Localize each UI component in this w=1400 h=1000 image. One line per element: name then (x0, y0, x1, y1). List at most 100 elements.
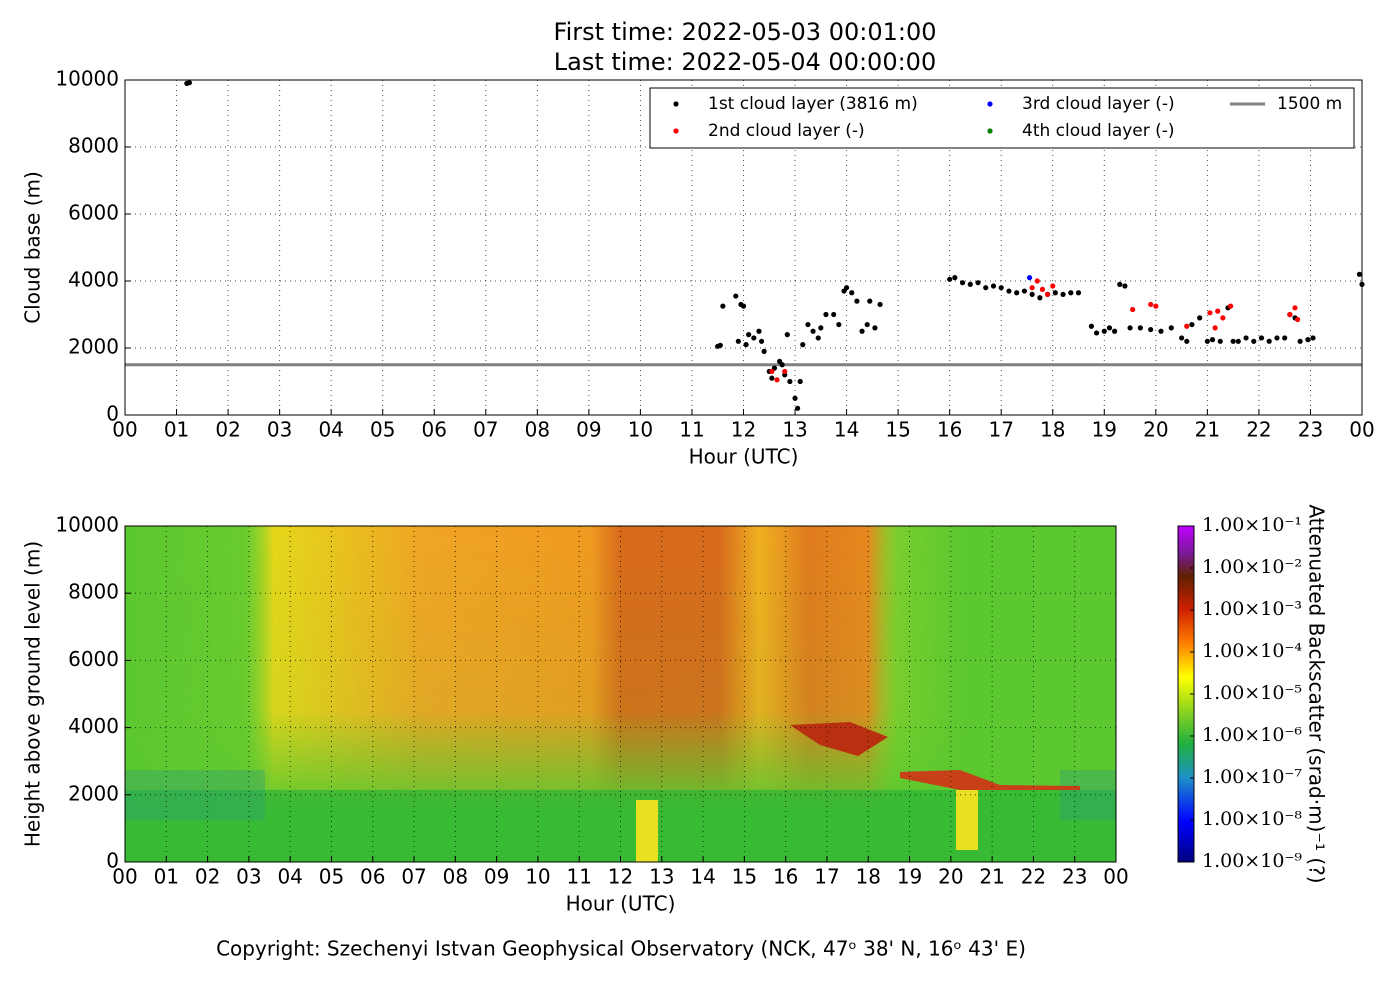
legend-label: 2nd cloud layer (-) (708, 121, 865, 141)
cloud-point (1029, 285, 1035, 291)
cloud-point (1292, 305, 1298, 311)
cloud-point (733, 293, 739, 299)
x-tick-label: 21 (1195, 418, 1220, 442)
cloud-point (1189, 321, 1195, 328)
title-line: Last time: 2022-05-04 00:00:00 (554, 48, 936, 76)
cloud-point (1212, 325, 1218, 331)
legend-marker (673, 101, 679, 107)
cloud-point (717, 342, 723, 348)
cloud-point (1235, 338, 1241, 344)
y-tick-label: 2000 (68, 335, 119, 359)
title-line: First time: 2022-05-03 00:01:00 (554, 18, 937, 46)
x-tick-label: 00 (1349, 418, 1374, 442)
cloud-point (1227, 303, 1234, 309)
cloud-point (1106, 325, 1113, 331)
x-tick-label: 06 (360, 865, 385, 889)
cloud-point (1137, 325, 1143, 331)
y-tick-label: 6000 (68, 647, 119, 671)
y-tick-label: 0 (106, 402, 119, 426)
x-tick-label: 07 (401, 865, 426, 889)
cloud-point (792, 395, 798, 401)
cloud-point (967, 281, 973, 287)
cloud-point (795, 405, 801, 411)
x-tick-label: 14 (690, 865, 715, 889)
cloud-point (1122, 283, 1128, 289)
x-tick-label: 11 (679, 418, 704, 442)
x-tick-label: 16 (773, 865, 798, 889)
cloud-point (1168, 325, 1174, 331)
cloud-point (1037, 295, 1043, 301)
cloud-point (797, 378, 803, 385)
cloud-point (805, 321, 811, 328)
cloud-point (186, 80, 193, 86)
cloud-point (756, 328, 762, 334)
x-tick-label: 00 (112, 418, 137, 442)
cloud-point (843, 285, 850, 291)
x-tick-label: 19 (897, 865, 922, 889)
cloud-point (1207, 310, 1213, 316)
cloud-point (743, 342, 749, 348)
x-tick-label: 07 (473, 418, 498, 442)
cloud-point (1127, 325, 1133, 331)
y-tick-label: 6000 (68, 201, 119, 225)
cloud-point (810, 328, 816, 334)
colorbar-tick-label: 1.00×10⁻¹ (1202, 514, 1302, 536)
x-tick-label: 12 (731, 418, 756, 442)
cloud-point (1356, 271, 1363, 277)
y-tick-label: 10000 (55, 513, 119, 537)
legend-marker (987, 128, 993, 134)
cloud-point (1101, 328, 1107, 334)
y-tick-label: 4000 (68, 714, 119, 738)
cloud-point (1006, 288, 1012, 294)
cloud-point (1179, 335, 1185, 341)
footer: Copyright: Szechenyi Istvan Geophysical … (216, 937, 1026, 961)
x-tick-label: 22 (1021, 865, 1046, 889)
plot-frame (124, 525, 1117, 863)
cloud-point (787, 378, 793, 385)
cloud-point (720, 303, 726, 309)
x-tick-label: 23 (1062, 865, 1087, 889)
cloud-point (1243, 335, 1249, 341)
cloud-point (836, 321, 842, 328)
cloud-point (1204, 338, 1210, 344)
x-tick-label: 01 (154, 865, 179, 889)
cloud-point (854, 298, 860, 304)
cloud-point (1014, 290, 1020, 296)
cloud-point (947, 276, 953, 282)
cloud-point (1039, 286, 1046, 292)
cloud-point (1215, 308, 1221, 314)
y-axis-label: Height above ground level (m) (21, 541, 45, 847)
cloud-point (1112, 328, 1118, 334)
x-tick-label: 18 (856, 865, 881, 889)
x-tick-label: 03 (267, 418, 292, 442)
plot-frame (124, 79, 1363, 416)
cloud-point (800, 342, 806, 348)
x-tick-label: 03 (236, 865, 261, 889)
x-tick-label: 04 (318, 418, 343, 442)
x-tick-label: 20 (938, 865, 963, 889)
legend-label: 4th cloud layer (-) (1022, 121, 1175, 141)
x-tick-label: 19 (1092, 418, 1117, 442)
y-tick-label: 0 (106, 849, 119, 873)
x-tick-label: 06 (422, 418, 447, 442)
x-tick-label: 10 (628, 418, 653, 442)
cloud-point (1034, 278, 1040, 284)
cloud-point (990, 283, 997, 289)
cloud-point (1294, 316, 1301, 323)
cloud-point (758, 338, 765, 344)
x-tick-label: 13 (649, 865, 674, 889)
colorbar-tick-label: 1.00×10⁻⁶ (1202, 724, 1302, 746)
cloud-point (774, 377, 780, 383)
y-axis-label: Cloud base (m) (21, 171, 45, 324)
y-tick-label: 10000 (55, 67, 119, 91)
x-axis-label: Hour (UTC) (689, 445, 799, 469)
legend-marker (673, 128, 679, 134)
y-tick-label: 8000 (68, 580, 119, 604)
x-tick-label: 08 (525, 418, 550, 442)
cloud-point (959, 280, 966, 286)
cloud-point (1026, 275, 1033, 281)
cloud-point (1266, 338, 1272, 344)
x-tick-label: 16 (937, 418, 962, 442)
colorbar-tick-label: 1.00×10⁻⁸ (1202, 808, 1302, 830)
